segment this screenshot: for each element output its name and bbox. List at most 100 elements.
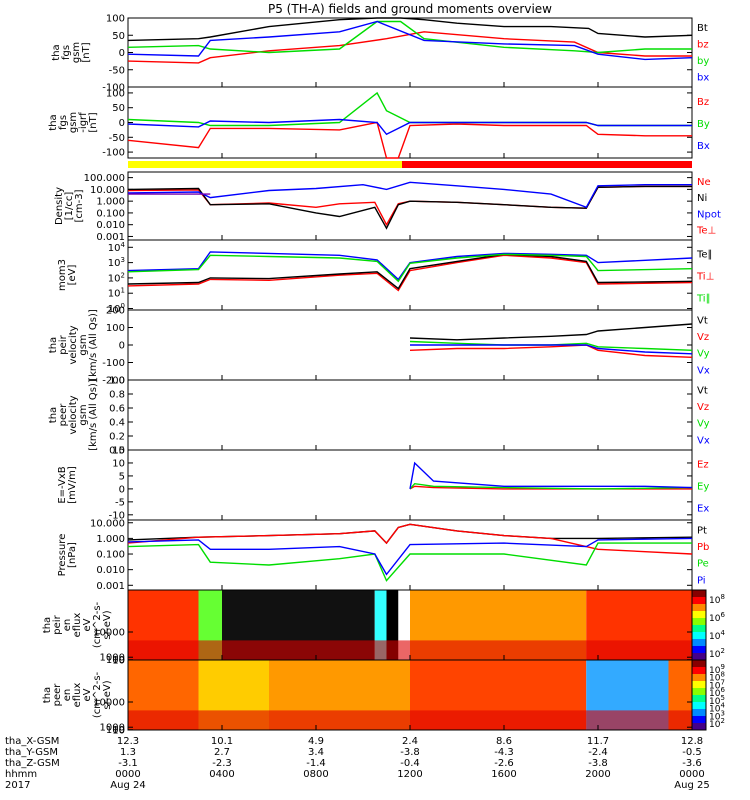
y-axis-label: [nT] [88, 112, 99, 132]
legend-label: Vz [697, 332, 709, 343]
y-axis-label: gsm [68, 112, 79, 133]
series-line-Ex [409, 461, 693, 490]
colorbar-segment [692, 646, 706, 654]
ephemeris-value: -3.8 [400, 747, 420, 758]
y-axis-label: sr-eV) [102, 680, 113, 709]
chart-title: P5 (TH-A) fields and ground moments over… [268, 2, 552, 16]
colorbar-segment [692, 709, 706, 717]
colorbar-tick-label: 104 [709, 629, 725, 642]
y-axis-label: gsm [78, 404, 89, 425]
colorbar-tick-label: 106 [709, 686, 725, 699]
colorbar-segment [692, 625, 706, 633]
y-tick-label: 10.000 [90, 185, 125, 196]
legend-label: Pt [697, 525, 707, 536]
y-axis-label: Density [54, 187, 65, 225]
y-tick-label: -50 [109, 133, 125, 144]
colorbar-segment [692, 681, 706, 689]
series-line-by [127, 20, 692, 54]
y-axis-label: Pressure [57, 534, 68, 577]
y-axis-label: [mV/m] [67, 466, 78, 504]
mode-bar-slow-survey [128, 161, 402, 168]
legend-label: Bx [697, 141, 710, 152]
y-axis-label: fgs [58, 115, 69, 130]
ephemeris-value: -2.6 [494, 758, 514, 769]
line-panel-6: 1.0 0.8 0.6 0.4 0.2 0.0 tha peer velocity gsm [km/… [48, 376, 710, 457]
ephemeris-row-label: tha_X-GSM [5, 736, 59, 747]
legend-label: Npot [697, 209, 721, 220]
panel-frame [127, 379, 693, 451]
series-line-Vx [410, 344, 693, 355]
colorbar-segment [692, 688, 706, 696]
ephemeris-value: -0.4 [400, 758, 420, 769]
y-tick-label: 10 [112, 655, 125, 666]
ephemeris-value: -3.8 [588, 758, 608, 769]
ephemeris-value: -3.1 [118, 758, 138, 769]
y-axis-label: eflux [72, 613, 83, 638]
y-tick-label: 0 [119, 484, 125, 495]
colorbar-segment [692, 723, 706, 731]
ephemeris-value: -2.4 [588, 747, 608, 758]
y-axis-label: -igrf [78, 112, 89, 133]
series-line-Vy [409, 340, 693, 351]
colorbar-segment [692, 674, 706, 682]
y-axis-label: en [62, 619, 73, 632]
y-tick-label: 50 [112, 31, 125, 42]
colorbar-tick-label: 106 [709, 611, 725, 624]
series-line-bx [127, 20, 693, 61]
colorbar-tick-label: 104 [709, 702, 725, 715]
y-tick-label: 0.8 [109, 390, 125, 401]
legend-label: bz [697, 40, 709, 51]
series-line-Ne [127, 185, 692, 227]
colorbar-segment [692, 660, 706, 668]
ephemeris-value: 2000 [585, 769, 610, 780]
legend-label: Vy [697, 419, 710, 430]
ephemeris-row-label: tha_Z-GSM [5, 758, 60, 769]
series-line-Bt [127, 17, 693, 42]
colorbar-tick-label: 105 [709, 694, 725, 707]
ephemeris-value: 2.7 [214, 747, 230, 758]
legend-label: Bt [697, 23, 708, 34]
ephemeris-table: tha_X-GSM 12.3 10.1 4.9 2.4 8.6 11.7 12.8 tha_Y-… [5, 736, 710, 791]
ephemeris-value: 1.3 [120, 747, 136, 758]
y-tick-label: 10 [112, 458, 125, 469]
y-axis-label: [km/s (All Qs)] [88, 379, 99, 451]
legend-label: Vz [697, 402, 709, 413]
line-panel-1: 100 50 0 -50 -100 tha fgs gsm [nT] Bt bz by bx [51, 14, 709, 94]
y-tick-label: 103 [108, 256, 125, 269]
legend-label: Ni [697, 193, 707, 204]
legend-label: Vy [697, 349, 710, 360]
series-line-Pi [127, 537, 693, 576]
ephemeris-row-label: tha_Y-GSM [5, 747, 58, 758]
y-tick-label: 100 [106, 323, 125, 334]
y-tick-label: 10000 [93, 698, 125, 709]
y-tick-label: 0.2 [109, 432, 125, 443]
legend-label: bx [697, 72, 709, 83]
y-axis-label: [eV] [67, 265, 78, 286]
y-tick-label: 0.100 [96, 208, 125, 219]
y-tick-label: 100 [106, 725, 125, 736]
y-tick-label: 1000 [100, 723, 125, 734]
y-tick-label: 200 [106, 306, 125, 317]
legend-label: Pe [697, 559, 709, 570]
legend-label: Vt [697, 315, 708, 326]
colorbar-segment [692, 611, 706, 619]
ephemeris-value: -0.5 [682, 747, 702, 758]
y-tick-label: -10 [109, 510, 125, 521]
ephemeris-value: Aug 24 [110, 780, 145, 791]
y-tick-label: 15 [112, 446, 125, 457]
y-tick-label: -100 [102, 148, 125, 159]
y-axis-label: tha [42, 687, 53, 703]
ephemeris-value: 2.4 [402, 736, 418, 747]
colorbar-tick-label: 108 [709, 671, 725, 684]
spectrogram-block-5 [386, 590, 399, 660]
line-panel-5: 200 100 0 -100 -200 tha peir velocity gsm [km/s (… [48, 306, 710, 387]
colorbar-segment [692, 667, 706, 675]
y-tick-label: 10 [112, 725, 125, 736]
ephemeris-value: 12.8 [681, 736, 703, 747]
legend-label: By [697, 119, 710, 130]
colorbar-segment [692, 702, 706, 710]
